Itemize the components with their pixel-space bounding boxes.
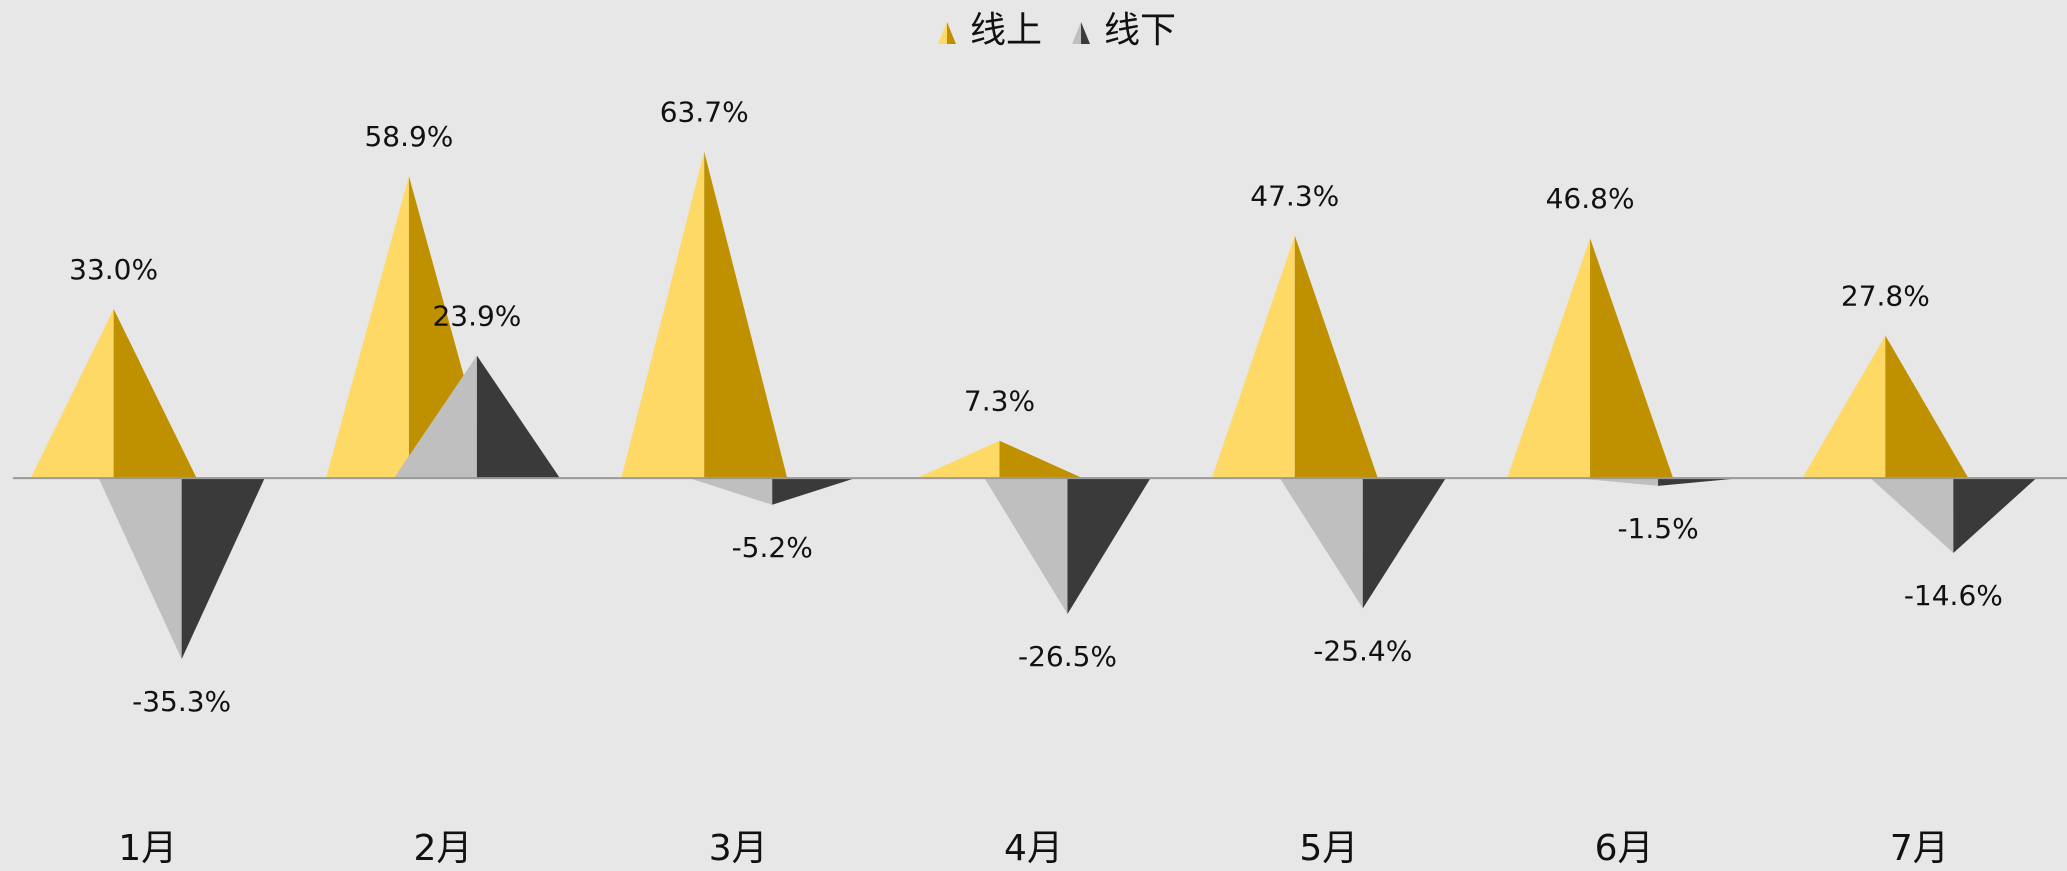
pyramid-light — [689, 478, 773, 505]
pyramid-dark — [1067, 478, 1151, 614]
pyramid-light — [1507, 238, 1591, 479]
pyramid-light — [984, 478, 1068, 614]
x-tick-label: 3月 — [709, 828, 768, 869]
pyramid — [1211, 235, 1378, 479]
pyramid-light — [1870, 478, 1954, 553]
pyramid-light — [98, 478, 182, 660]
x-tick-label: 6月 — [1595, 828, 1654, 869]
x-tick-label: 5月 — [1299, 828, 1358, 869]
pyramid — [1507, 238, 1674, 479]
pyramid — [30, 308, 197, 479]
pyramid — [984, 478, 1151, 614]
pyramid-dark — [1658, 478, 1742, 486]
value-label: 33.0% — [69, 253, 158, 286]
pyramid — [689, 478, 856, 505]
legend-marker-light — [938, 22, 947, 44]
pyramid-light — [393, 355, 477, 479]
value-label: -25.4% — [1313, 634, 1412, 667]
pyramid — [1279, 478, 1446, 609]
value-label: 46.8% — [1546, 182, 1635, 215]
pyramid-dark — [181, 478, 265, 660]
pyramid-light — [325, 176, 409, 479]
pyramid-light — [1575, 478, 1659, 486]
pyramid-light — [30, 308, 114, 479]
value-label: -5.2% — [732, 531, 813, 564]
pyramid-dark — [1294, 235, 1378, 479]
pyramid-light — [1802, 335, 1886, 479]
pyramid-dark — [1885, 335, 1969, 479]
legend-marker-dark — [1081, 22, 1091, 44]
pyramid-light — [916, 440, 1000, 479]
pyramid-dark — [772, 478, 856, 505]
value-label: -1.5% — [1617, 512, 1698, 545]
value-label: -14.6% — [1904, 579, 2003, 612]
legend-label: 线上 — [970, 10, 1042, 51]
pyramid-dark — [1590, 238, 1674, 479]
pyramid-dark — [704, 151, 788, 479]
value-label: -35.3% — [132, 685, 231, 718]
value-label: 47.3% — [1250, 180, 1339, 213]
x-tick-label: 7月 — [1890, 828, 1949, 869]
x-tick-label: 4月 — [1004, 828, 1063, 869]
pyramid-light — [1279, 478, 1363, 609]
legend-marker-dark — [947, 22, 956, 44]
pyramid — [1802, 335, 1969, 479]
pyramid-dark — [999, 440, 1083, 479]
value-label: 7.3% — [964, 385, 1035, 418]
legend-label: 线下 — [1104, 10, 1176, 51]
pyramid-dark — [1953, 478, 2037, 553]
x-tick-label: 1月 — [118, 828, 177, 869]
pyramid-light — [1211, 235, 1295, 479]
value-label: 63.7% — [660, 96, 749, 129]
pyramid — [393, 355, 560, 479]
pyramid — [621, 151, 788, 479]
value-label: 58.9% — [364, 120, 453, 153]
x-tick-label: 2月 — [413, 828, 472, 869]
pyramid — [1575, 478, 1742, 486]
pyramid-dark — [1362, 478, 1446, 609]
pyramid — [1870, 478, 2037, 553]
pyramid-dark — [476, 355, 560, 479]
pyramid-light — [621, 151, 705, 479]
legend-marker-light — [1072, 22, 1082, 44]
pyramid — [98, 478, 265, 660]
value-label: -26.5% — [1018, 640, 1117, 673]
value-label: 23.9% — [432, 300, 521, 333]
value-label: 27.8% — [1841, 280, 1930, 313]
pyramid — [916, 440, 1083, 479]
pyramid-dark — [113, 308, 197, 479]
